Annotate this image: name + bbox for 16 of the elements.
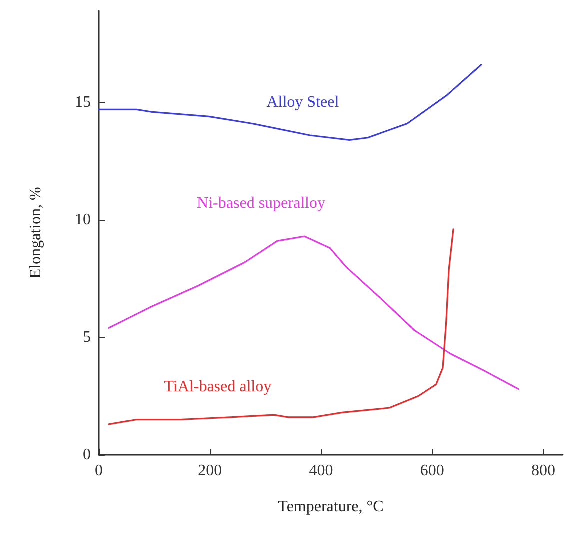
series-label: Ni-based superalloy xyxy=(197,195,326,212)
series-label: Alloy Steel xyxy=(266,94,340,112)
y-tick-label: 5 xyxy=(83,329,91,346)
line-series xyxy=(108,228,454,426)
x-tick-label: 0 xyxy=(95,462,103,480)
y-tick-label: 15 xyxy=(75,94,91,112)
y-tick-label: 10 xyxy=(75,212,91,229)
line-series xyxy=(98,64,482,142)
x-axis-title: Temperature, °C xyxy=(278,498,384,516)
x-tick-label: 600 xyxy=(420,462,444,480)
x-tick-label: 400 xyxy=(309,462,334,480)
x-tick-label: 800 xyxy=(532,462,556,480)
y-axis-title: Elongation, % xyxy=(28,187,44,279)
y-tick-label: 0 xyxy=(83,446,91,464)
series-label: TiAl-based alloy xyxy=(164,378,272,396)
x-tick-label: 200 xyxy=(198,462,222,480)
